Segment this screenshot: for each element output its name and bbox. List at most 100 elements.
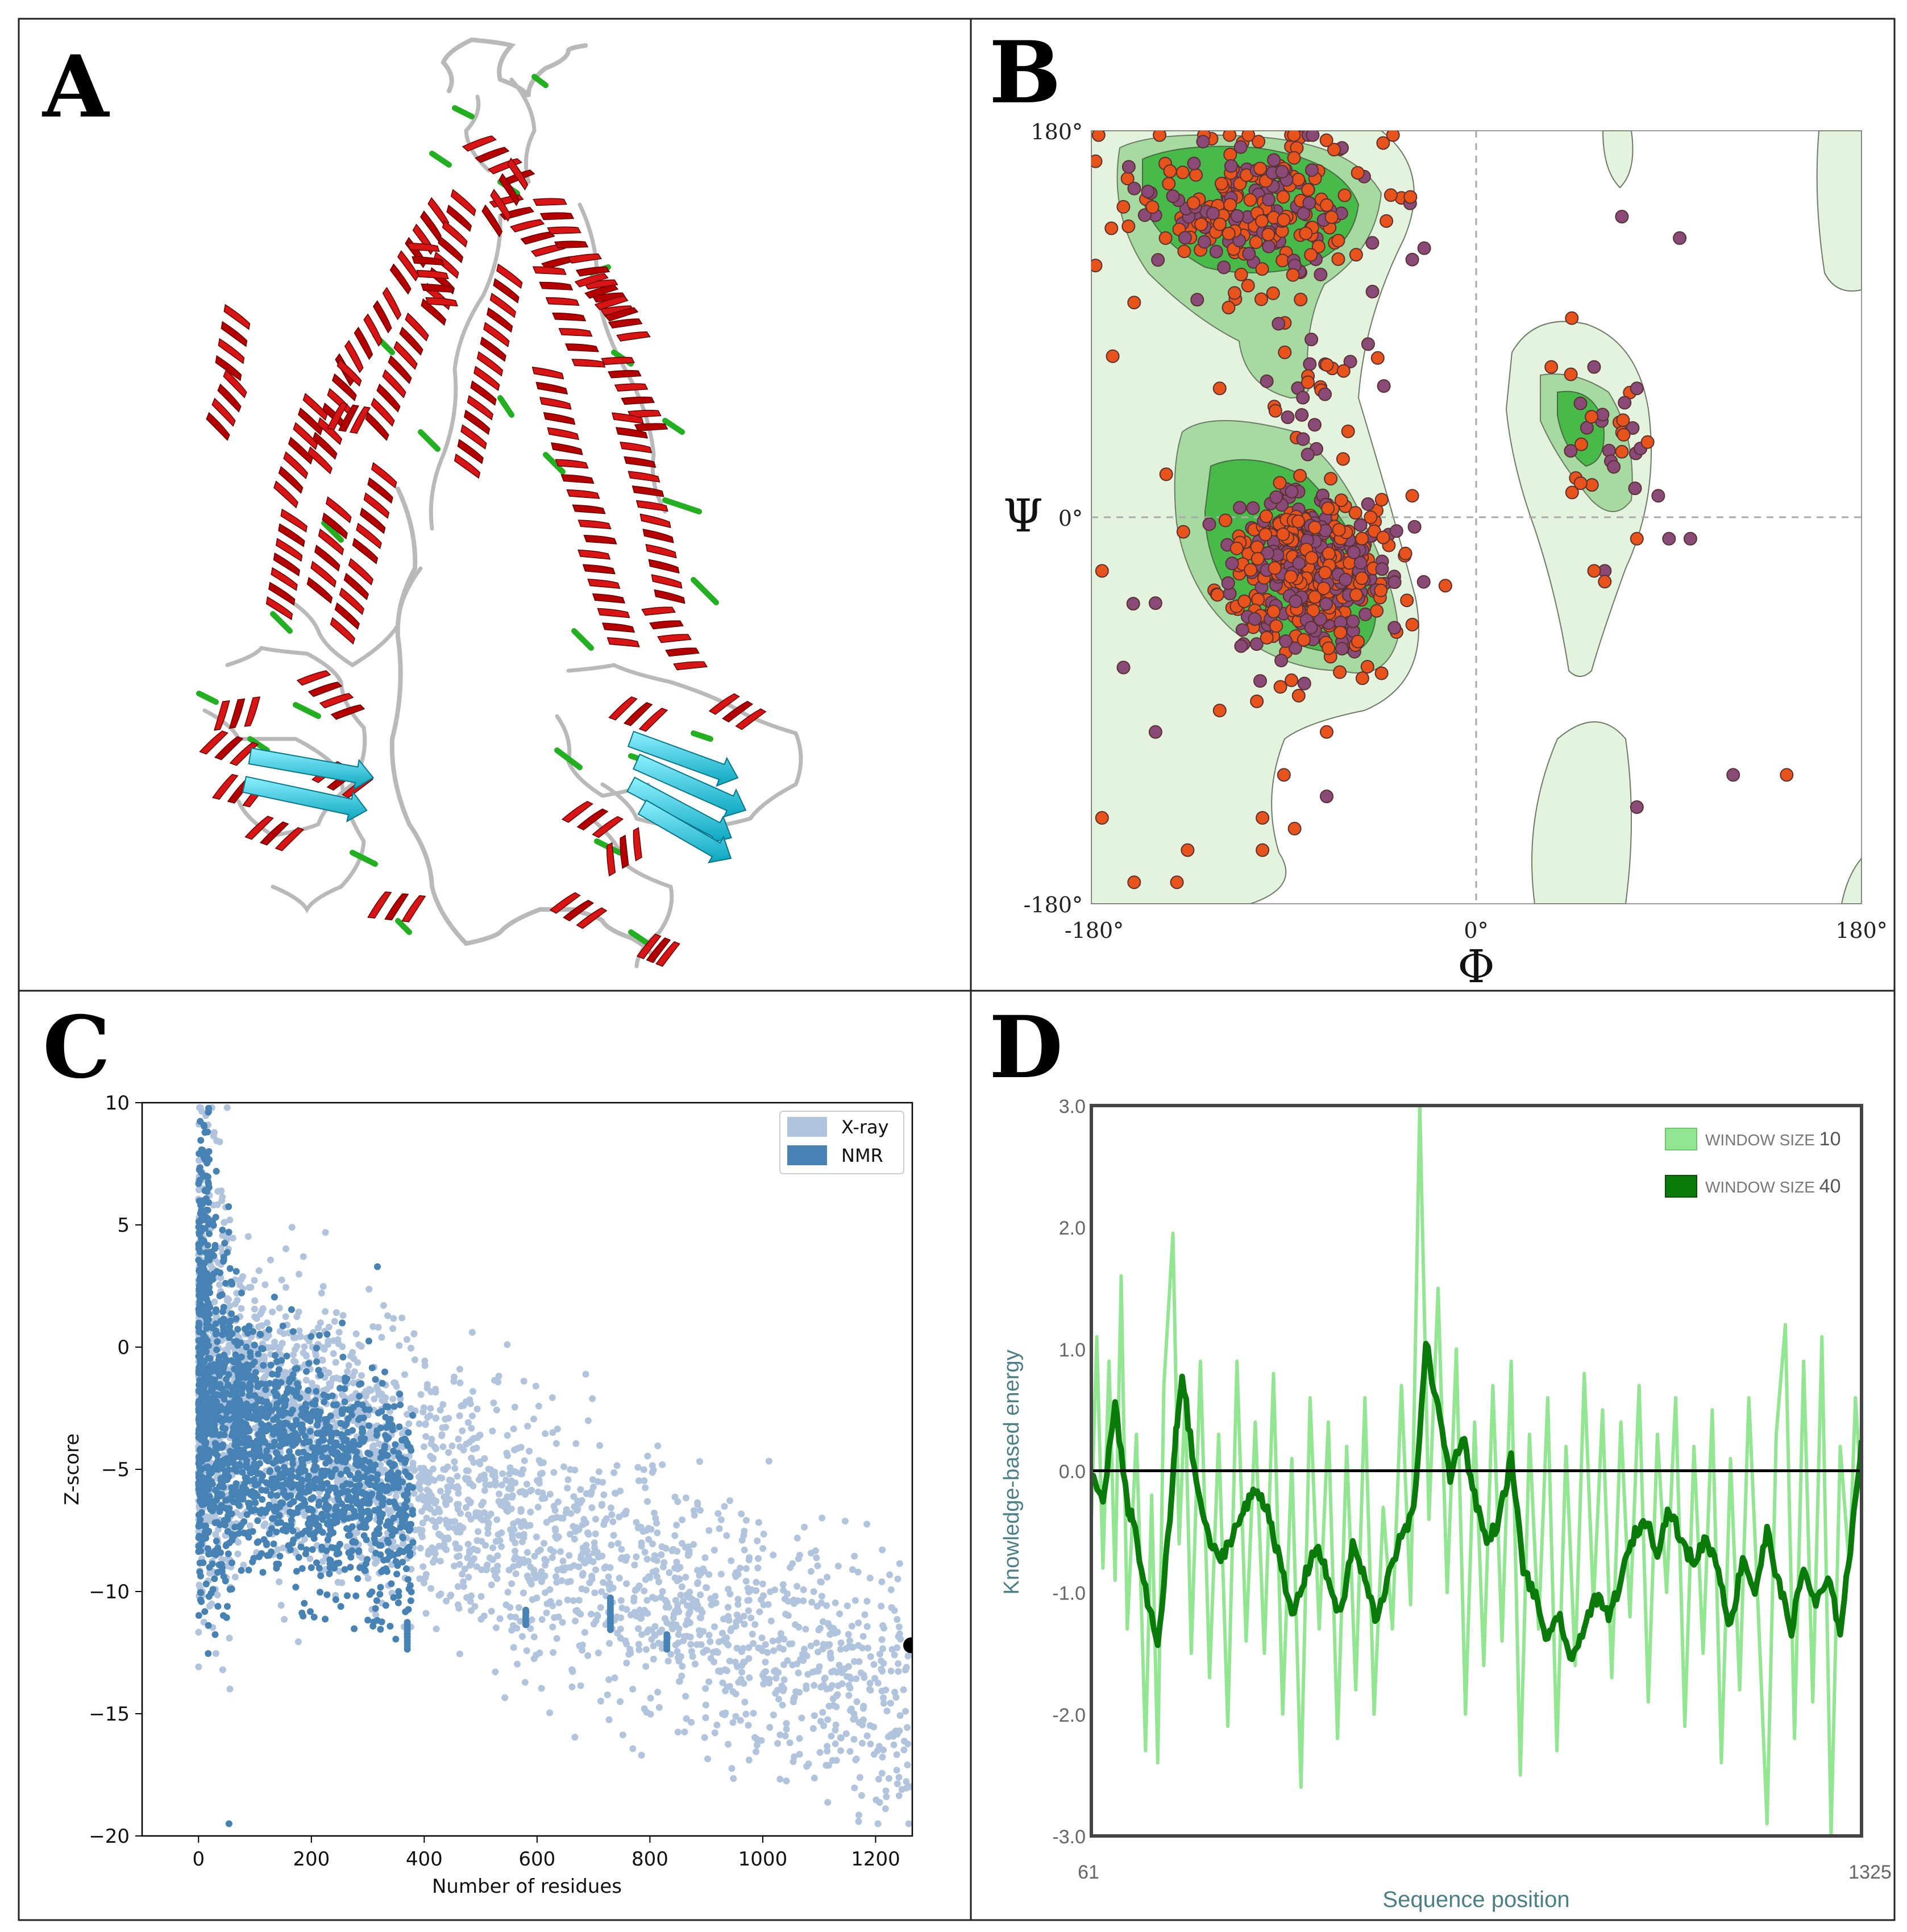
nmr-point (265, 1530, 273, 1538)
xray-point (760, 1601, 767, 1609)
xray-point (339, 1343, 346, 1351)
residue-point (1121, 219, 1136, 234)
nmr-point (356, 1393, 363, 1400)
xray-point (766, 1679, 773, 1686)
xray-point (527, 1625, 534, 1632)
xray-point (454, 1483, 461, 1490)
xray-point (866, 1680, 874, 1687)
xray-point (416, 1420, 423, 1427)
residue-point (1259, 509, 1273, 523)
turn-segment (270, 611, 293, 634)
xray-point (524, 1572, 531, 1580)
xray-point (492, 1624, 500, 1631)
turn-segment (531, 74, 549, 88)
xray-point (294, 1638, 302, 1646)
xray-point (895, 1668, 902, 1675)
xray-point (495, 1373, 502, 1380)
residue-point (1215, 177, 1228, 190)
xray-point (647, 1694, 654, 1702)
xray-point (866, 1574, 874, 1582)
residue-point (1302, 196, 1316, 210)
residue-point (1616, 413, 1630, 427)
xray-point (484, 1524, 492, 1532)
xray-point (772, 1675, 780, 1682)
xray-point (898, 1786, 905, 1793)
xray-point (653, 1557, 660, 1564)
residue-point (1320, 790, 1333, 804)
residue-point (1250, 694, 1264, 708)
xray-point (447, 1592, 455, 1599)
xray-point (776, 1776, 784, 1783)
xray-point (202, 1513, 210, 1520)
xray-point (617, 1698, 624, 1705)
xray-point (443, 1521, 451, 1528)
helix-segment (533, 198, 589, 249)
xray-point (625, 1651, 633, 1658)
xray-point (696, 1458, 703, 1465)
xray-point (510, 1526, 518, 1534)
xray-point (880, 1700, 887, 1707)
xray-point (726, 1497, 733, 1505)
xray-point (566, 1552, 573, 1559)
xray-point (813, 1603, 821, 1610)
xray-point (218, 1556, 226, 1563)
xray-point (804, 1671, 812, 1678)
residue-point (1268, 561, 1282, 575)
residue-point (1780, 768, 1794, 782)
nmr-point (277, 1457, 284, 1464)
xray-point (552, 1573, 560, 1580)
xray-point (523, 1481, 530, 1488)
xray-point (419, 1465, 426, 1472)
beta-strand (627, 730, 739, 787)
xray-point (726, 1590, 734, 1598)
xray-point (741, 1621, 748, 1628)
xray-point (477, 1615, 485, 1623)
xray-point (897, 1635, 904, 1643)
xray-point (875, 1776, 882, 1783)
nmr-point (326, 1485, 334, 1493)
xray-point (582, 1370, 589, 1378)
residue-point (1237, 594, 1252, 608)
coil-segment (225, 646, 367, 838)
residue-point (1274, 654, 1289, 667)
nmr-point (386, 1498, 393, 1506)
nmr-point (408, 1447, 415, 1454)
xray-point (534, 1503, 542, 1511)
xray-point (802, 1626, 809, 1633)
nmr-point (222, 1425, 229, 1432)
nmr-point (255, 1351, 262, 1358)
psi-tick-top: 180° (1031, 119, 1083, 144)
xray-point (713, 1721, 721, 1729)
xray-point (584, 1417, 592, 1424)
psi-axis-label: Ψ (1003, 489, 1043, 542)
xray-point (512, 1547, 518, 1555)
nmr-point (347, 1564, 354, 1571)
residue-point (1176, 525, 1190, 539)
protein-ribbon-structure (196, 37, 803, 969)
xray-point (226, 1635, 233, 1642)
nmr-point (372, 1461, 379, 1469)
xray-point (803, 1682, 810, 1689)
residue-point (1074, 275, 1087, 287)
residue-point (1294, 293, 1308, 306)
xray-point (333, 1309, 340, 1316)
xray-point (423, 1514, 430, 1522)
xray-point (780, 1586, 787, 1594)
nmr-point (221, 1240, 228, 1247)
xray-point (587, 1491, 595, 1498)
xray-point (322, 1229, 329, 1236)
nmr-point (324, 1536, 331, 1543)
residue-point (1297, 206, 1311, 221)
nmr-point (297, 1502, 305, 1510)
xray-point (770, 1711, 777, 1719)
xray-point (749, 1630, 756, 1638)
xray-point (907, 1783, 912, 1790)
xray-point (526, 1578, 534, 1585)
xray-point (464, 1540, 472, 1548)
residue-point (1224, 159, 1238, 173)
turn-segment (543, 452, 566, 475)
xray-point (590, 1621, 597, 1628)
xray-point (740, 1613, 747, 1620)
residue-point (1333, 665, 1347, 679)
xray-point (800, 1657, 807, 1664)
